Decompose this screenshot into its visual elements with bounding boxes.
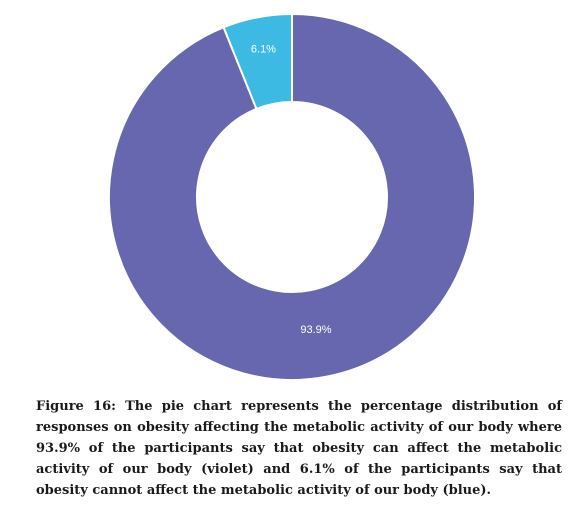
slice-label-1: 6.1% <box>251 44 276 56</box>
figure-caption: Figure 16: The pie chart represents the … <box>36 399 562 498</box>
donut-slice-0 <box>108 12 476 381</box>
chart-area: 93.9% 6.1% <box>108 12 476 381</box>
donut-chart: 93.9% 6.1% <box>108 12 476 381</box>
slice-label-0: 93.9% <box>300 324 331 336</box>
donut-slice-1 <box>222 12 293 111</box>
